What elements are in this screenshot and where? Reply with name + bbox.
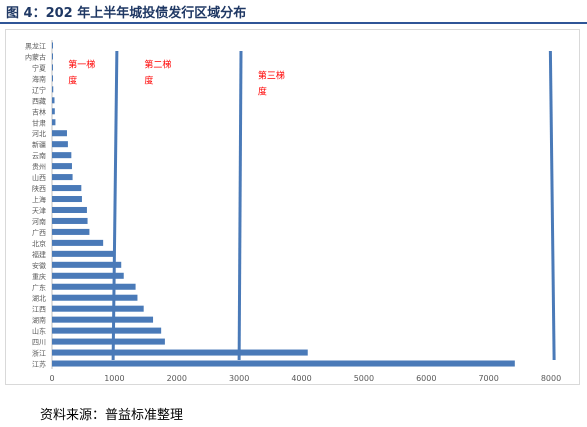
category-label: 安徽 — [32, 261, 46, 270]
category-label: 天津 — [32, 207, 46, 215]
category-label: 辽宁 — [32, 85, 46, 94]
x-tick-label: 7000 — [478, 374, 498, 383]
bar-26 — [52, 327, 162, 334]
bar-12 — [52, 174, 73, 181]
title-underline — [0, 22, 587, 24]
tier-line-3 — [548, 50, 556, 361]
category-label: 广西 — [32, 228, 46, 237]
source-note: 资料来源：普益标准整理 — [40, 408, 184, 423]
category-label: 四川 — [32, 339, 46, 347]
bar-23 — [52, 294, 138, 301]
x-tick-label: 8000 — [541, 374, 561, 383]
x-tick-label: 6000 — [416, 374, 436, 383]
bar-25 — [52, 316, 154, 323]
bar-chart: 黑龙江内蒙古宁夏海南辽宁西藏吉林甘肃河北新疆云南贵州山西陕西上海天津河南广西北京… — [25, 40, 561, 383]
bar-18 — [52, 239, 104, 246]
category-label: 福建 — [32, 250, 46, 259]
category-label: 陕西 — [32, 184, 46, 193]
tier-annotation-2-cont: 度 — [144, 74, 153, 86]
category-label: 上海 — [32, 195, 46, 204]
bar-9 — [52, 141, 68, 148]
bar-0 — [52, 42, 53, 49]
tier-annotation-1: 第一梯 — [68, 58, 95, 70]
tier-line-2 — [237, 50, 243, 361]
bar-21 — [52, 272, 124, 279]
category-label: 宁夏 — [32, 63, 46, 72]
category-label: 云南 — [32, 151, 46, 160]
bar-6 — [52, 108, 55, 115]
bar-3 — [52, 75, 53, 82]
bar-22 — [52, 283, 136, 290]
category-label: 江西 — [32, 306, 46, 314]
bar-2 — [52, 64, 53, 71]
category-label: 海南 — [32, 74, 46, 83]
bar-14 — [52, 196, 82, 203]
bar-15 — [52, 206, 87, 213]
bar-1 — [52, 53, 53, 60]
bar-19 — [52, 250, 114, 257]
category-label: 贵州 — [32, 162, 46, 171]
figure-title: 图 4：202 年上半年城投债发行区域分布 — [6, 6, 247, 21]
bar-11 — [52, 163, 72, 170]
category-label: 内蒙古 — [25, 52, 46, 61]
x-tick-label: 5000 — [354, 374, 374, 383]
x-tick-label: 0 — [49, 374, 54, 383]
category-label: 西藏 — [32, 96, 46, 105]
category-label: 重庆 — [32, 272, 46, 281]
tier-line-1 — [111, 50, 119, 361]
bar-10 — [52, 152, 72, 159]
bar-4 — [52, 86, 54, 93]
bar-27 — [52, 338, 165, 345]
category-label: 甘肃 — [32, 118, 46, 127]
category-label: 湖南 — [32, 316, 46, 325]
bar-16 — [52, 217, 88, 224]
bar-13 — [52, 185, 82, 192]
category-label: 山东 — [32, 327, 46, 336]
tier-annotation-2: 第二梯 — [144, 58, 171, 70]
category-label: 山西 — [32, 173, 46, 182]
category-label: 黑龙江 — [25, 41, 46, 50]
bar-28 — [52, 349, 308, 356]
chart-frame: 黑龙江内蒙古宁夏海南辽宁西藏吉林甘肃河北新疆云南贵州山西陕西上海天津河南广西北京… — [5, 29, 580, 385]
category-label: 湖北 — [32, 294, 46, 303]
category-label: 广东 — [32, 283, 46, 292]
category-label: 北京 — [32, 239, 46, 248]
tier-annotation-3-cont: 度 — [258, 85, 267, 97]
bar-8 — [52, 130, 67, 137]
bar-29 — [52, 360, 515, 367]
category-label: 河南 — [32, 217, 46, 226]
bar-7 — [52, 119, 56, 126]
x-tick-label: 2000 — [167, 374, 187, 383]
tier-annotation-1-cont: 度 — [68, 74, 77, 86]
bar-24 — [52, 305, 144, 312]
category-label: 江苏 — [32, 360, 46, 369]
bar-5 — [52, 97, 55, 104]
category-label: 浙江 — [32, 349, 46, 358]
category-label: 河北 — [32, 130, 46, 138]
category-label: 新疆 — [32, 140, 46, 149]
x-tick-label: 1000 — [104, 374, 124, 383]
tier-annotation-3: 第三梯 — [258, 69, 285, 81]
category-label: 吉林 — [32, 107, 46, 116]
bar-17 — [52, 228, 90, 235]
x-tick-label: 3000 — [229, 374, 249, 383]
bar-20 — [52, 261, 122, 268]
x-tick-label: 4000 — [291, 374, 311, 383]
